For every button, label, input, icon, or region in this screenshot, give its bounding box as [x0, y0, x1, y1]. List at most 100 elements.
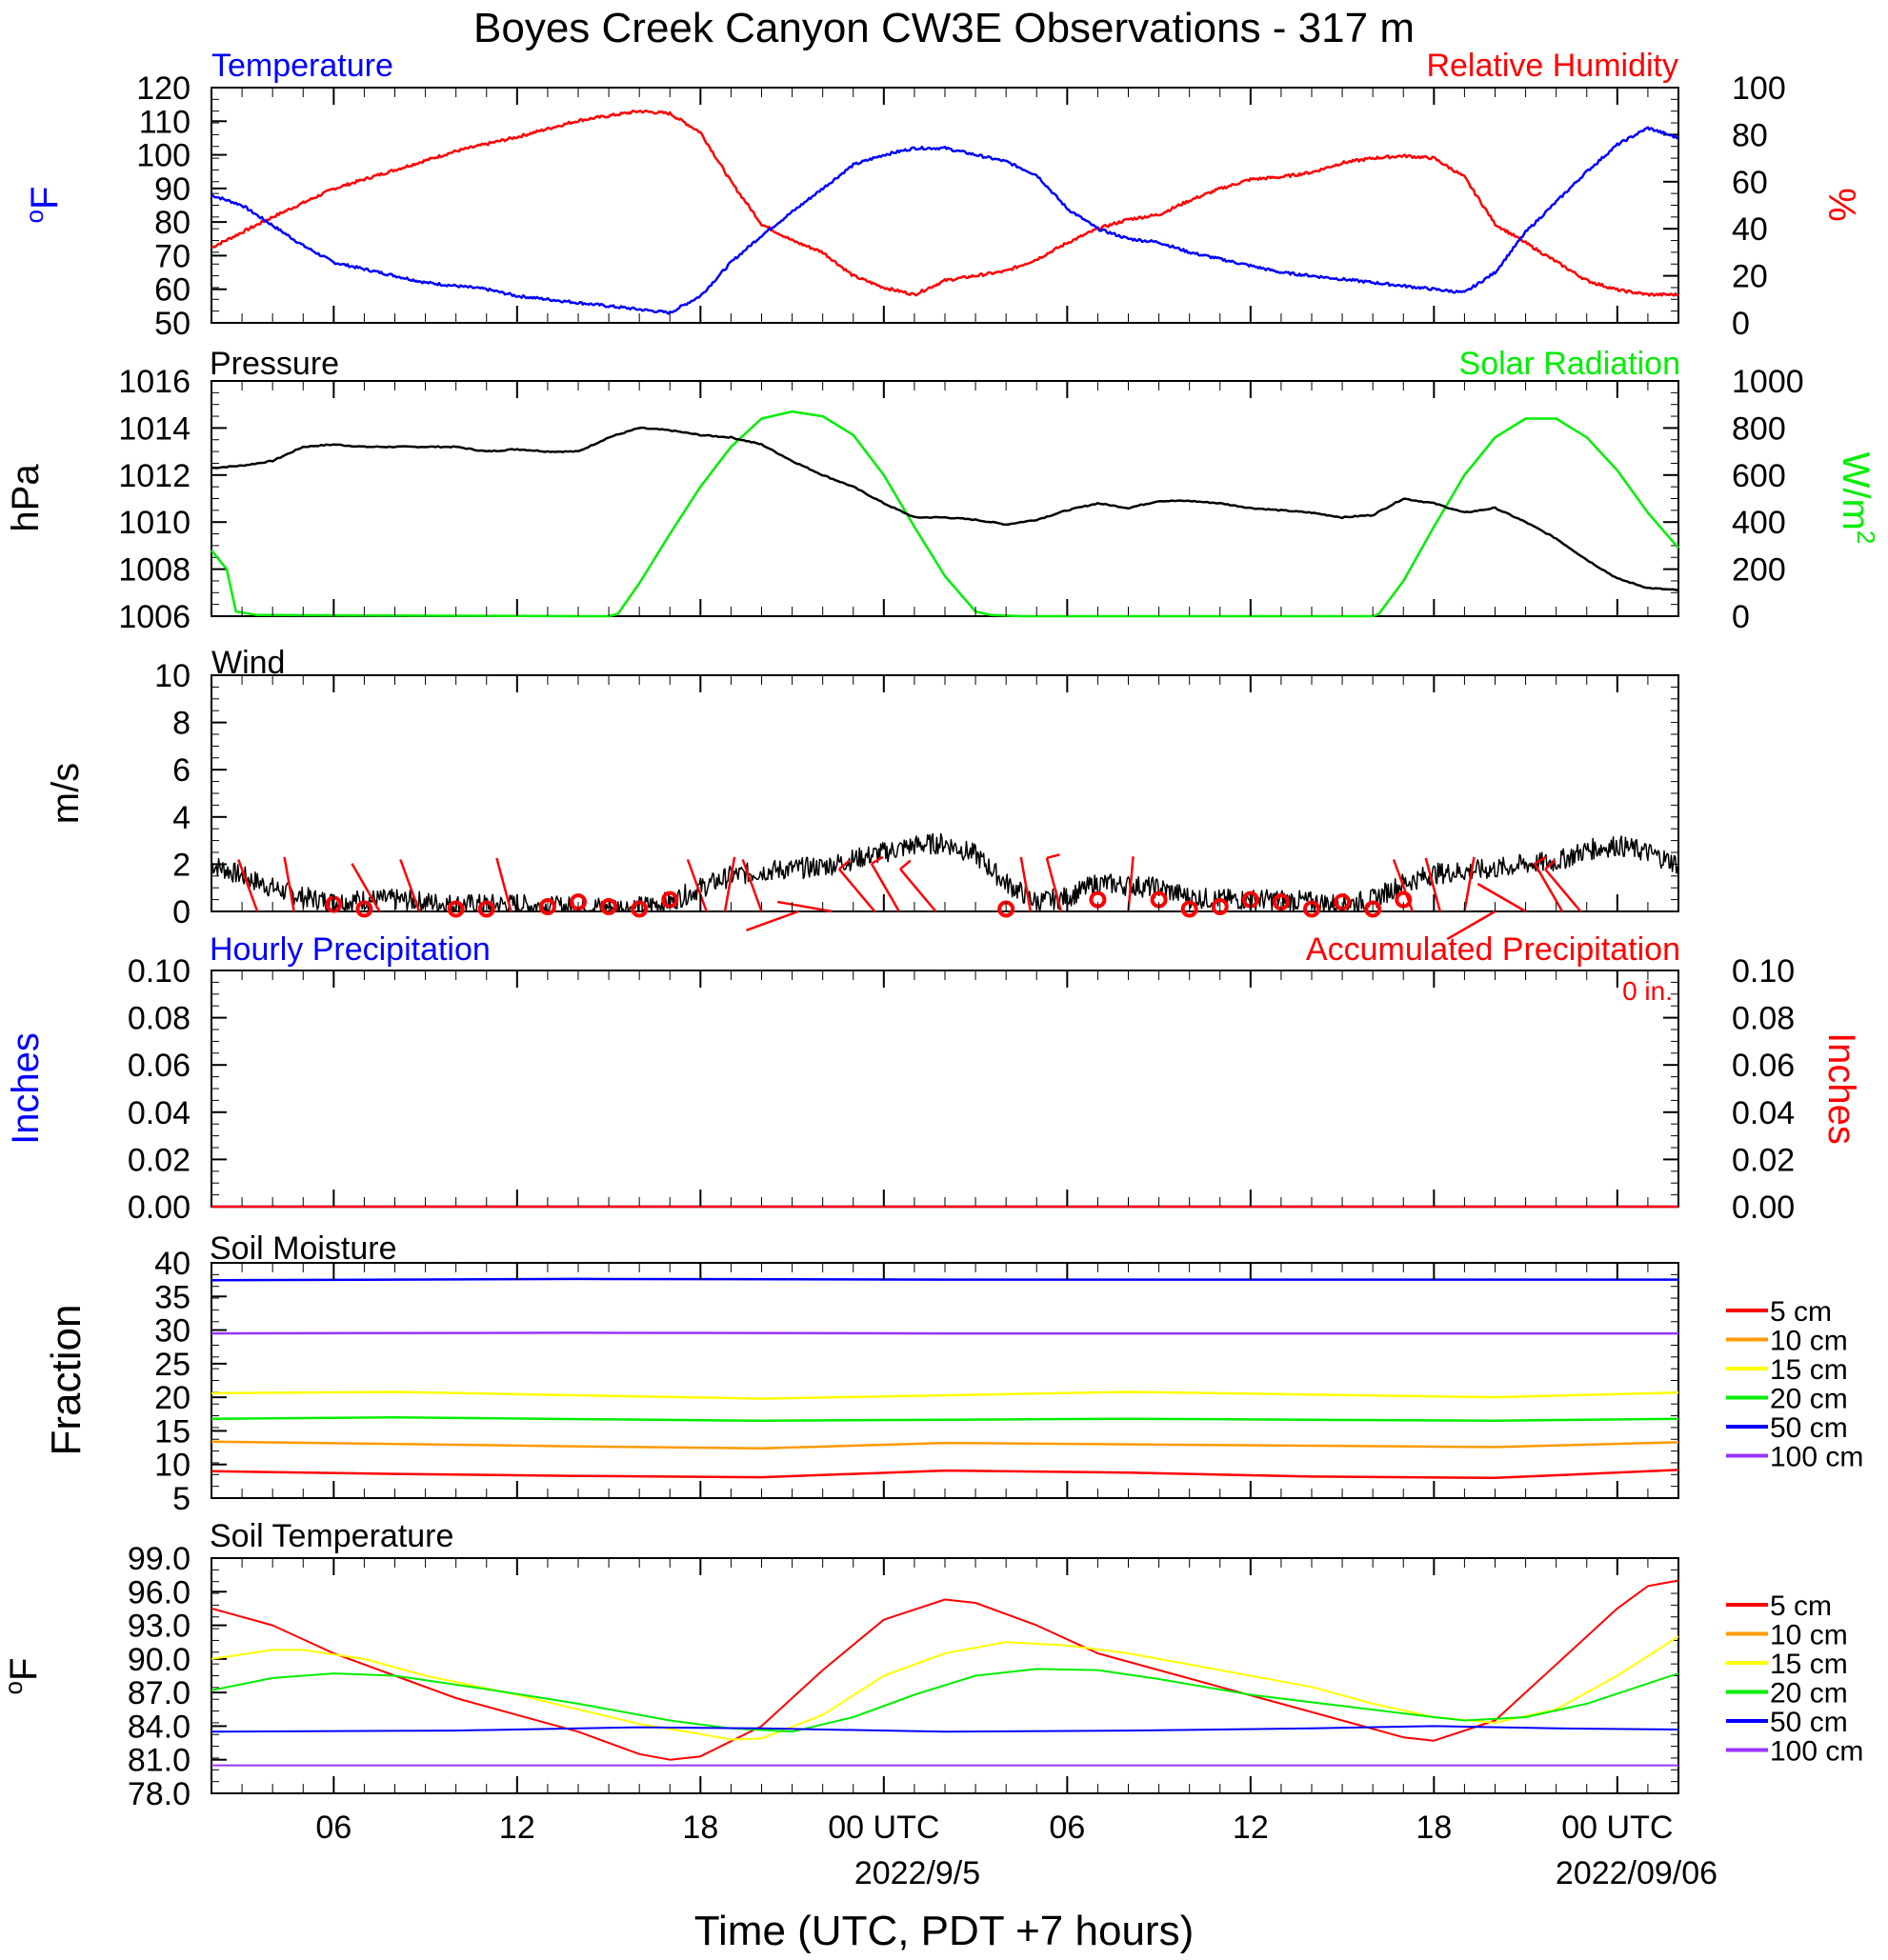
- x-tick-label: 18: [1416, 1810, 1452, 1846]
- wind-barb: [870, 863, 900, 912]
- panel-frame: [211, 1262, 1679, 1499]
- y-tick-label: 96.0: [128, 1574, 191, 1610]
- legend-label: 20 cm: [1770, 1678, 1848, 1710]
- y-tick-label: 100: [136, 138, 191, 174]
- y-right-tick-label: 400: [1732, 505, 1786, 541]
- hourly-precip-axis: 0.00 0.02 0.04 0.06 0.08 0.10: [128, 953, 227, 1226]
- legend-label: 20 cm: [1770, 1384, 1848, 1415]
- panel-frame: [211, 87, 1679, 324]
- y-tick-label: 87.0: [128, 1675, 191, 1711]
- soil-moisture-line-20cm: [211, 1416, 1679, 1423]
- y-tick-label: 0.06: [128, 1048, 191, 1084]
- humidity-title: Relative Humidity: [1426, 48, 1678, 84]
- calm-wind-circle: [600, 898, 618, 916]
- wind-barb: [1127, 856, 1135, 912]
- date-label-1: 2022/9/5: [854, 1855, 980, 1891]
- y-tick-label: 2: [172, 847, 191, 883]
- y-tick-label: 0.02: [128, 1142, 191, 1178]
- legend-label: 15 cm: [1770, 1649, 1848, 1680]
- temperature-title: Temperature: [211, 48, 393, 84]
- panel-frame: [211, 1557, 1679, 1794]
- hourly-precip-title: Hourly Precipitation: [210, 931, 491, 968]
- y-tick-label: 0.08: [128, 1001, 191, 1037]
- soil-moisture-title: Soil Moisture: [210, 1230, 397, 1267]
- y-tick-label: 60: [154, 272, 191, 309]
- y-right-tick-label: 80: [1732, 117, 1768, 153]
- panel-frame: [211, 380, 1679, 617]
- y-tick-label: 8: [172, 706, 191, 742]
- y-tick-label: 120: [136, 70, 191, 107]
- y-tick-label: 10: [154, 1448, 191, 1484]
- wind-barb: [686, 859, 708, 912]
- wind-barb: [741, 859, 763, 912]
- y-tick-label: 80: [154, 205, 191, 241]
- x-tick-label: 06: [1049, 1810, 1085, 1846]
- y-tick-label: 1010: [118, 505, 191, 541]
- soil-moisture-line-100cm: [211, 1331, 1678, 1335]
- wind-barb-flag: [1046, 853, 1060, 860]
- y-tick-label: 25: [154, 1347, 191, 1383]
- hourly-precip-unit: Inches: [5, 1032, 47, 1145]
- legend-label: 100 cm: [1770, 1442, 1863, 1473]
- wind-barb: [723, 856, 736, 912]
- solar-title: Solar Radiation: [1459, 346, 1680, 382]
- y-tick-label: 0: [172, 894, 191, 930]
- wind-barb-flag: [899, 859, 912, 870]
- legend-label: 50 cm: [1770, 1412, 1848, 1444]
- y-right-tick-label: 600: [1732, 458, 1786, 494]
- wind-speed-line: [211, 832, 1679, 912]
- y-right-tick-label: 1000: [1732, 364, 1804, 400]
- soil-temp-line-20cm: [211, 1668, 1679, 1733]
- humidity-line: [211, 109, 1679, 297]
- y-right-tick-label: 60: [1732, 165, 1768, 201]
- solar-line: [211, 410, 1679, 618]
- wind-unit: m/s: [45, 763, 87, 824]
- y-tick-label: 93.0: [128, 1609, 191, 1645]
- calm-wind-circle: [538, 898, 556, 916]
- wind-barb: [399, 859, 421, 912]
- legend-label: 10 cm: [1770, 1620, 1848, 1651]
- soil-moisture-line-15cm: [211, 1390, 1679, 1400]
- accum-precip-unit: Inches: [1820, 1032, 1862, 1145]
- panel-soil-temp: Soil Temperature 78.081.084.087.090.093.…: [0, 1518, 1863, 1812]
- soil-temp-line-50cm: [211, 1725, 1679, 1733]
- pressure-axis: 1006 1008 1010 1012 1014 1016: [118, 364, 227, 635]
- y-tick-label: 99.0: [128, 1541, 191, 1577]
- accum-precip-axis: 0.00 0.02 0.04 0.06 0.08 0.10: [1663, 953, 1795, 1226]
- y-tick-label: 35: [154, 1279, 191, 1315]
- wind-barb: [1045, 857, 1063, 912]
- wind-barb: [1019, 856, 1033, 912]
- soil-temp-line-15cm: [211, 1635, 1679, 1741]
- y-right-tick-label: 100: [1732, 70, 1786, 107]
- y-right-tick-label: 40: [1732, 211, 1768, 248]
- wind-barb: [1476, 882, 1527, 913]
- x-tick-label: 00 UTC: [828, 1810, 939, 1846]
- y-tick-label: 1006: [118, 599, 191, 635]
- y-tick-label: 1012: [118, 458, 191, 494]
- date-label-2: 2022/09/06: [1556, 1855, 1717, 1891]
- y-tick-label: 1008: [118, 552, 191, 589]
- panel-frame: [211, 674, 1679, 912]
- x-tick-label: 06: [315, 1810, 351, 1846]
- time-axis: 06 12 18 00 UTC 06 12 18 00 UTC: [211, 88, 1679, 1846]
- wind-barb: [283, 856, 295, 912]
- wind-barb: [237, 859, 259, 912]
- wind-axis: 0 2 4 6 8 10: [154, 658, 227, 930]
- y-tick-label: 90.0: [128, 1642, 191, 1678]
- pressure-unit: hPa: [5, 464, 47, 532]
- soil-temp-line-5cm: [211, 1579, 1679, 1761]
- panel-frame: [211, 970, 1679, 1208]
- soil-temp-unit: oF: [0, 1658, 45, 1695]
- soil-moisture-right-ticks: [1671, 1262, 1678, 1499]
- y-tick-label: 110: [139, 104, 191, 140]
- y-tick-label: 0.04: [128, 1095, 191, 1131]
- y-right-tick-label: 0.10: [1732, 953, 1795, 990]
- y-tick-label: 1014: [118, 410, 191, 447]
- legend-label: 15 cm: [1770, 1354, 1848, 1386]
- soil-temp-title: Soil Temperature: [210, 1518, 453, 1554]
- y-tick-label: 90: [154, 171, 191, 208]
- panel-temp-rh: Temperature Relative Humidity 5060708090…: [20, 48, 1862, 342]
